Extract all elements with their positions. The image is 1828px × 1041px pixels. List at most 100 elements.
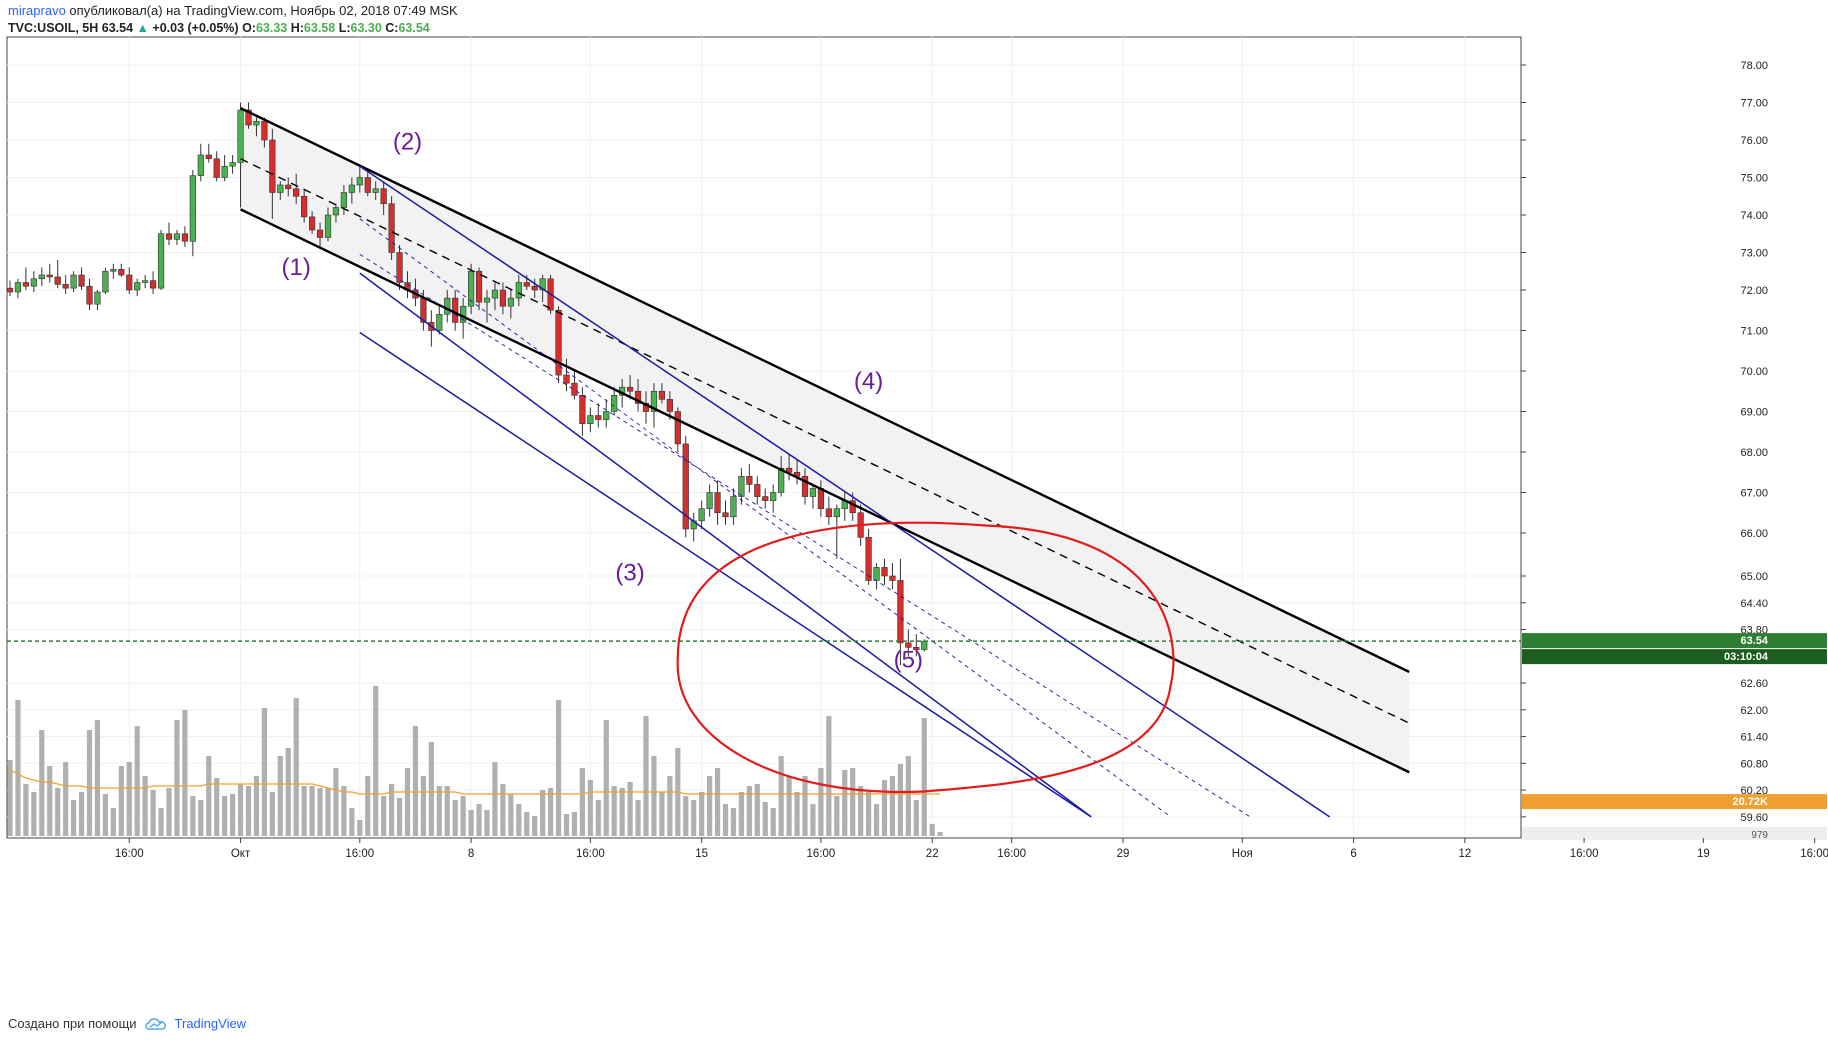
candle[interactable] xyxy=(308,211,316,234)
candle[interactable] xyxy=(706,484,713,517)
candle[interactable] xyxy=(78,267,85,291)
candle[interactable] xyxy=(626,375,634,400)
candle[interactable] xyxy=(499,282,507,315)
price-axis[interactable]: 78.00 77.00 76.00 75.00 74.00 73.00 72.00 71.00… xyxy=(1520,37,1828,841)
candle[interactable] xyxy=(118,263,125,277)
upper-channel-top-line[interactable] xyxy=(240,107,1410,673)
candle[interactable] xyxy=(809,484,817,509)
candle[interactable] xyxy=(165,222,173,246)
candle[interactable] xyxy=(150,271,157,295)
candle[interactable] xyxy=(897,558,904,666)
candle[interactable] xyxy=(571,371,578,400)
candle[interactable] xyxy=(801,468,809,505)
candle[interactable] xyxy=(483,290,491,323)
candle[interactable] xyxy=(197,143,204,182)
candle[interactable] xyxy=(348,177,355,204)
candle[interactable] xyxy=(181,226,189,247)
candle[interactable] xyxy=(467,263,475,315)
candle[interactable] xyxy=(579,387,586,436)
candle[interactable] xyxy=(674,407,681,452)
blue-channel-top-line[interactable] xyxy=(359,165,1331,818)
candle[interactable] xyxy=(316,222,324,249)
candle[interactable] xyxy=(102,267,109,295)
candle[interactable] xyxy=(14,278,22,299)
candle[interactable] xyxy=(388,196,395,260)
candle[interactable] xyxy=(587,407,594,432)
candle[interactable] xyxy=(762,488,769,509)
candle[interactable] xyxy=(515,275,522,307)
candle[interactable] xyxy=(531,278,538,299)
candle[interactable] xyxy=(293,173,300,204)
candle[interactable] xyxy=(396,245,403,290)
candle[interactable] xyxy=(62,275,69,295)
candle[interactable] xyxy=(738,468,745,505)
upper-channel-bottom-line[interactable] xyxy=(240,208,1410,774)
candle[interactable] xyxy=(563,358,570,392)
blue-channel-outer-line[interactable] xyxy=(359,331,1092,818)
candle[interactable] xyxy=(913,633,920,657)
candle[interactable] xyxy=(134,278,141,297)
candle[interactable] xyxy=(650,383,658,428)
candle[interactable] xyxy=(142,275,149,289)
candle[interactable] xyxy=(324,207,332,242)
blue-channel-bottom-line[interactable] xyxy=(359,272,1092,818)
candle[interactable] xyxy=(444,290,451,323)
candle[interactable] xyxy=(778,456,785,497)
symbol-name[interactable]: TVC:USOIL, 5H xyxy=(8,21,99,35)
candle[interactable] xyxy=(833,504,840,559)
candle[interactable] xyxy=(746,464,753,493)
candle[interactable] xyxy=(173,230,181,245)
time-axis[interactable]: 16:00 Окт 16:00 8 16:00 15 16:00 22 16:00 29 Ноя 6 1… xyxy=(7,837,1828,860)
candle[interactable] xyxy=(825,496,832,525)
candle[interactable] xyxy=(110,263,117,279)
candle[interactable] xyxy=(436,306,443,335)
candle[interactable] xyxy=(555,306,562,384)
candle[interactable] xyxy=(595,403,602,428)
candle[interactable] xyxy=(380,181,387,215)
candle[interactable] xyxy=(30,271,37,293)
candle[interactable] xyxy=(507,290,514,319)
candle[interactable] xyxy=(38,267,45,287)
upper-channel-mid-line[interactable] xyxy=(240,158,1410,724)
candle[interactable] xyxy=(277,181,284,200)
candle[interactable] xyxy=(634,379,642,412)
candle[interactable] xyxy=(189,170,196,257)
candle[interactable] xyxy=(364,170,371,197)
candle[interactable] xyxy=(6,280,14,297)
candle[interactable] xyxy=(245,102,252,129)
candle[interactable] xyxy=(46,263,53,283)
candle[interactable] xyxy=(881,558,888,585)
candle[interactable] xyxy=(126,267,133,295)
candle[interactable] xyxy=(253,117,260,137)
candle[interactable] xyxy=(70,271,77,293)
candle[interactable] xyxy=(229,155,236,174)
candle[interactable] xyxy=(754,476,761,505)
candle[interactable] xyxy=(698,500,705,529)
candle[interactable] xyxy=(356,166,363,193)
candle[interactable] xyxy=(22,267,30,291)
candle[interactable] xyxy=(237,102,244,208)
candle[interactable] xyxy=(94,290,101,311)
candle[interactable] xyxy=(332,203,340,223)
candle[interactable] xyxy=(86,278,93,311)
candle[interactable] xyxy=(340,185,348,215)
candle[interactable] xyxy=(491,282,499,311)
candle[interactable] xyxy=(221,155,228,182)
candle[interactable] xyxy=(475,267,483,311)
candle[interactable] xyxy=(611,387,618,416)
candle[interactable] xyxy=(157,230,165,290)
candle[interactable] xyxy=(722,500,729,525)
candle[interactable] xyxy=(603,399,610,428)
candle[interactable] xyxy=(889,563,896,590)
tradingview-link[interactable]: TradingView xyxy=(174,1016,247,1031)
candle[interactable] xyxy=(658,383,665,404)
candle[interactable] xyxy=(205,143,212,163)
candle[interactable] xyxy=(770,484,777,513)
candle[interactable] xyxy=(301,188,308,223)
candle[interactable] xyxy=(261,117,268,148)
candle[interactable] xyxy=(285,177,292,197)
candle[interactable] xyxy=(213,151,220,182)
author-name[interactable]: mirapravo xyxy=(8,3,66,18)
candle[interactable] xyxy=(714,480,721,525)
